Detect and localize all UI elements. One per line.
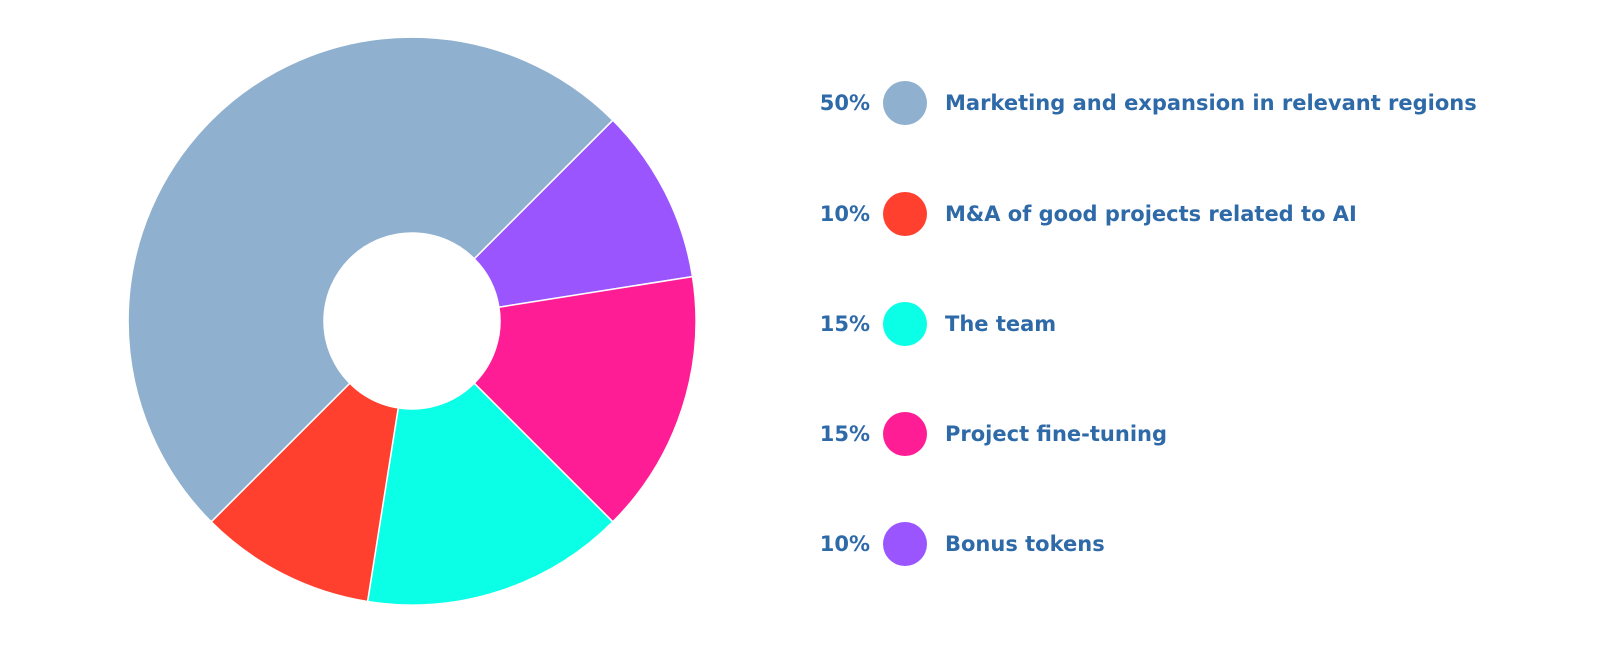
legend-value: 10% bbox=[819, 202, 870, 226]
slice-project-fine-tuning bbox=[473, 275, 697, 523]
legend-swatch bbox=[883, 302, 927, 346]
legend-item-bonus-tokens: 10% Bonus tokens bbox=[800, 521, 1105, 567]
legend-swatch bbox=[883, 412, 927, 456]
legend-item-fine-tuning: 15% Project fine-tuning bbox=[800, 411, 1167, 457]
legend-label: Marketing and expansion in relevant regi… bbox=[945, 91, 1477, 115]
slice-bonus-tokens bbox=[473, 119, 694, 309]
legend-label: M&A of good projects related to AI bbox=[945, 202, 1357, 226]
legend-value: 10% bbox=[819, 532, 870, 556]
legend-item-marketing: 50% Marketing and expansion in relevant … bbox=[800, 80, 1477, 126]
legend-label: Project fine-tuning bbox=[945, 422, 1168, 446]
legend-label: The team bbox=[945, 312, 1057, 336]
legend-swatch bbox=[883, 81, 927, 125]
legend-swatch bbox=[883, 522, 927, 566]
slice-m-and-a bbox=[210, 382, 400, 603]
legend-swatch bbox=[883, 192, 927, 236]
slice-the-team bbox=[366, 382, 614, 606]
legend-value: 50% bbox=[819, 91, 870, 115]
legend-value: 15% bbox=[819, 312, 870, 336]
legend-item-team: 15% The team bbox=[800, 301, 1056, 347]
legend-value: 15% bbox=[819, 422, 870, 446]
slice-marketing bbox=[127, 36, 614, 523]
legend-label: Bonus tokens bbox=[945, 532, 1105, 556]
legend-item-m-and-a: 10% M&A of good projects related to AI bbox=[800, 191, 1357, 237]
